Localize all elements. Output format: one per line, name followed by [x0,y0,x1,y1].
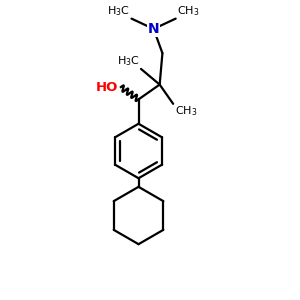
Text: CH$_3$: CH$_3$ [177,4,200,18]
Text: CH$_3$: CH$_3$ [175,104,197,118]
Text: H$_3$C: H$_3$C [107,4,130,18]
Text: HO: HO [96,81,118,94]
Text: H$_3$C: H$_3$C [117,55,140,68]
Text: N: N [148,22,159,36]
